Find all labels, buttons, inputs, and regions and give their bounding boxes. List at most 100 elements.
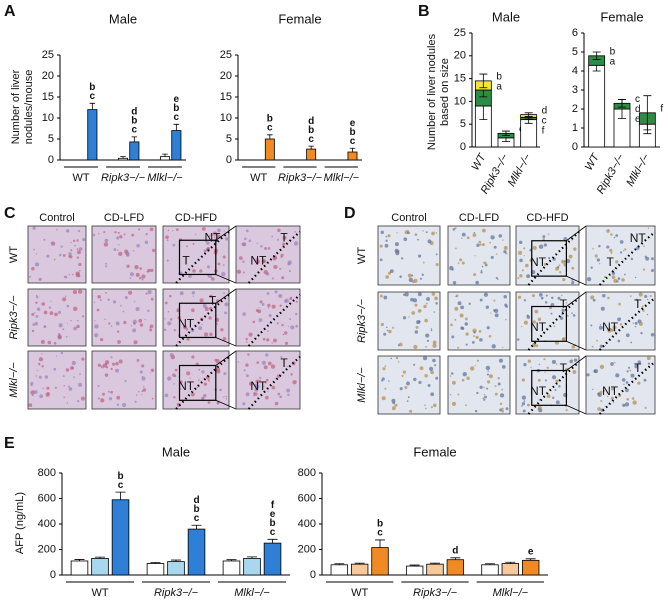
texture (98, 233, 100, 235)
texture (267, 307, 270, 309)
texture (112, 300, 117, 304)
texture (394, 242, 399, 247)
row-label: Mlkl−/− (8, 362, 20, 398)
texture (141, 390, 144, 393)
error-bar (131, 136, 138, 142)
texture (282, 333, 285, 336)
texture (78, 382, 83, 387)
texture (527, 359, 532, 363)
texture (392, 326, 395, 329)
texture (292, 380, 297, 385)
significance-letter: a (496, 82, 502, 93)
stacked-bar (520, 119, 538, 148)
texture (216, 323, 219, 325)
texture (276, 322, 279, 325)
texture (542, 237, 545, 241)
texture (521, 378, 525, 382)
texture (493, 299, 496, 302)
texture (414, 233, 418, 236)
texture (486, 387, 489, 390)
texture (137, 228, 141, 231)
bar (129, 141, 140, 161)
texture (489, 241, 492, 244)
bar (146, 563, 165, 576)
bar (347, 151, 358, 161)
texture (167, 321, 172, 326)
texture (551, 296, 554, 300)
panel-label: B (418, 3, 430, 20)
texture (82, 238, 86, 242)
texture (505, 407, 509, 411)
texture (478, 240, 482, 244)
texture (77, 229, 81, 233)
bar (263, 542, 282, 576)
texture (499, 402, 503, 406)
texture (33, 390, 38, 394)
texture (274, 290, 278, 294)
boundary (527, 296, 580, 351)
texture (431, 231, 435, 236)
y-tick-label: 5 (572, 46, 578, 58)
texture (149, 372, 152, 374)
texture (469, 366, 475, 371)
texture (271, 304, 276, 309)
texture (204, 306, 209, 311)
texture (139, 370, 143, 374)
texture (80, 396, 85, 401)
texture (38, 357, 44, 362)
texture (561, 313, 563, 316)
zoom-line (215, 350, 237, 410)
significance-letter: c (118, 480, 124, 491)
texture (617, 277, 621, 281)
texture (70, 320, 72, 322)
texture (124, 379, 127, 382)
texture (201, 370, 205, 374)
y-tick-label: 10 (220, 112, 232, 124)
texture (44, 375, 49, 379)
texture (479, 298, 483, 302)
texture (189, 377, 191, 379)
texture (241, 242, 245, 246)
significance-letter: b (131, 116, 137, 127)
texture (287, 393, 290, 397)
texture (217, 228, 221, 233)
texture (35, 262, 40, 267)
texture (411, 311, 416, 315)
texture (215, 359, 220, 364)
texture (262, 337, 266, 341)
texture (255, 379, 260, 384)
texture (517, 295, 522, 299)
texture (612, 402, 615, 404)
texture (60, 351, 64, 355)
texture (31, 329, 35, 333)
texture (622, 403, 626, 407)
texture (610, 251, 613, 254)
bar (426, 563, 444, 576)
texture (565, 258, 571, 264)
texture (105, 265, 108, 268)
y-tick-label: 10 (42, 112, 54, 124)
texture (476, 243, 480, 247)
texture (432, 403, 437, 408)
texture (404, 386, 408, 390)
texture (436, 376, 438, 378)
texture (253, 383, 258, 388)
bar (405, 565, 424, 576)
texture (69, 255, 73, 259)
texture (57, 334, 62, 339)
texture (35, 253, 37, 255)
texture (203, 382, 208, 386)
texture (252, 320, 256, 324)
texture (545, 294, 548, 297)
row-label: Ripk3−/− (356, 298, 368, 343)
texture (626, 370, 629, 373)
texture (38, 277, 42, 281)
texture (606, 395, 609, 398)
texture (457, 393, 460, 396)
texture (523, 254, 525, 257)
texture (103, 231, 106, 234)
texture (70, 249, 73, 252)
y-axis-label: Number of liver nodules (426, 33, 438, 150)
texture (119, 304, 122, 307)
texture (72, 273, 74, 276)
